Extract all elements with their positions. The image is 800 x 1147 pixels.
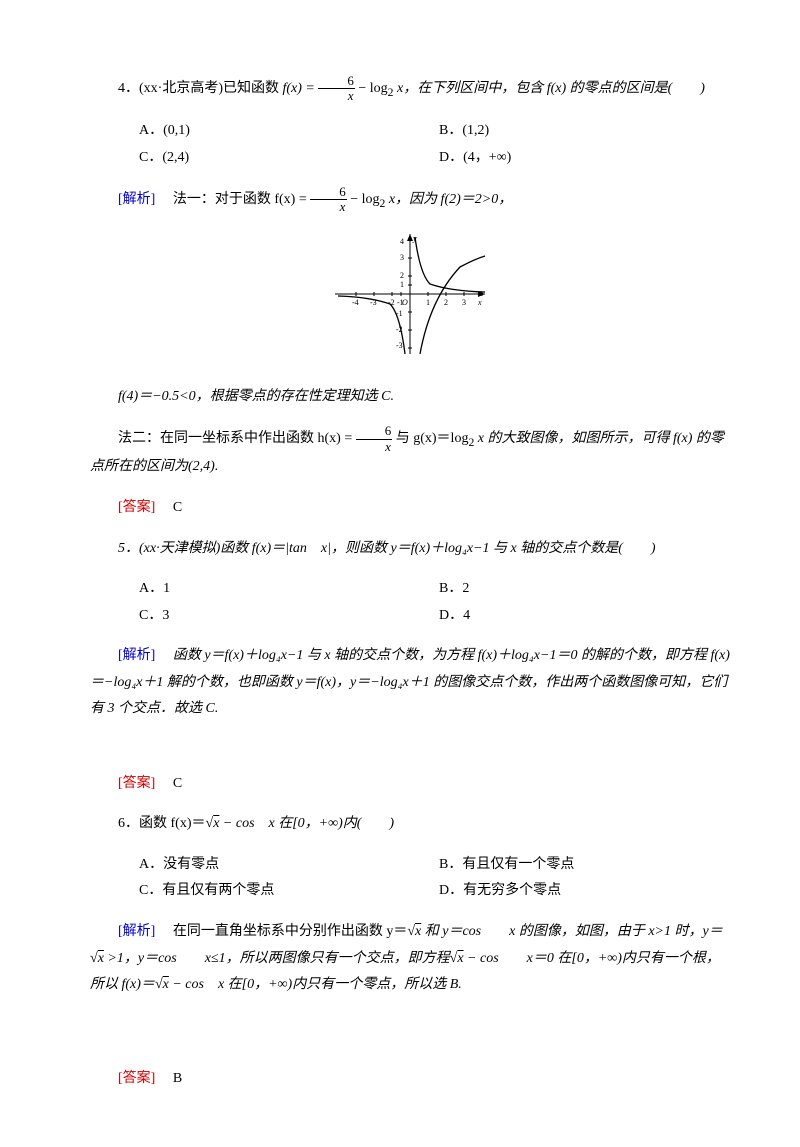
- q6-sqrt: x: [213, 816, 219, 831]
- q4-answer: [答案] C: [90, 495, 730, 522]
- q4-frac: 6 x: [318, 74, 355, 104]
- q4-frac-den: x: [318, 89, 355, 103]
- q6-stem: 6．函数 f(x)＝√x − cos x 在[0，+∞)内( ): [90, 811, 730, 838]
- q4-frac-num: 6: [318, 74, 355, 89]
- q4-opt-D: D．(4，+∞): [439, 145, 730, 172]
- analysis-label: [解析]: [118, 192, 155, 207]
- answer-label-6: [答案]: [118, 1071, 155, 1086]
- q4-options-row1: A．(0,1) B．(1,2): [90, 118, 730, 145]
- q4-opt-C: C．(2,4): [139, 145, 439, 172]
- q4-text-a: 4．(xx·北京高考)已知函数: [118, 81, 283, 96]
- q5-opt-A: A．1: [139, 576, 439, 603]
- q5-analysis: [解析] 函数 y＝f(x)＋log₄x−1 与 x 轴的交点个数，为方程 f(…: [90, 643, 730, 723]
- q6-te: − cos x 在[0，+∞)内只有一个零点，所以选 B.: [172, 977, 461, 992]
- q4-text-b: − log: [358, 81, 387, 96]
- blank3: [90, 1032, 730, 1052]
- answer-label-5: [答案]: [118, 776, 155, 791]
- svg-text:O: O: [402, 298, 408, 307]
- q4-graph: -4 -3 -2 -1 1 2 3 x 4 3 2 1 -1 -2 -3 y O: [90, 229, 730, 370]
- q6-options-row2: C．有且仅有两个零点 D．有无穷多个零点: [90, 878, 730, 905]
- q5-stem: 5．(xx·天津模拟)函数 f(x)＝|tan x|，则函数 y＝f(x)＋lo…: [90, 536, 730, 563]
- svg-text:1: 1: [426, 298, 430, 307]
- svg-text:x: x: [477, 298, 482, 307]
- q5-answer: [答案] C: [90, 771, 730, 798]
- svg-text:1: 1: [400, 280, 404, 289]
- q4-m1a: 法一：对于函数 f(x) =: [159, 192, 307, 207]
- analysis-label-6: [解析]: [118, 924, 155, 939]
- graph-svg: -4 -3 -2 -1 1 2 3 x 4 3 2 1 -1 -2 -3 y O: [330, 229, 490, 359]
- answer-label: [答案]: [118, 500, 155, 515]
- blank: [90, 737, 730, 757]
- q6-b: − cos x 在[0，+∞)内( ): [223, 816, 394, 831]
- q4-sub3: 2: [468, 436, 474, 449]
- svg-text:4: 4: [400, 237, 404, 246]
- svg-text:-3: -3: [396, 341, 403, 350]
- q4-frac2-den: x: [310, 200, 347, 214]
- q4-answer-text: C: [159, 500, 182, 515]
- q6-tc: >1，y＝cos x≤1，所以两图像只有一个交点，即方程: [107, 951, 449, 966]
- q4-frac3: 6 x: [356, 424, 393, 454]
- q5-analysis-text: 函数 y＝f(x)＋log₄x−1 与 x 轴的交点个数，为方程 f(x)＋lo…: [90, 648, 730, 716]
- q4-sub2: 2: [380, 197, 386, 210]
- q5-opt-B: B．2: [439, 576, 730, 603]
- exam-page: 4．(xx·北京高考)已知函数 f(x) = 6 x − log2 x，在下列区…: [0, 0, 800, 1147]
- svg-text:2: 2: [400, 271, 404, 280]
- q6-a: 6．函数 f(x)＝: [118, 816, 206, 831]
- q6-analysis: [解析] 在同一直角坐标系中分别作出函数 y＝√x 和 y＝cos x 的图像，…: [90, 919, 730, 999]
- q6-options-row1: A．没有零点 B．有且仅有一个零点: [90, 852, 730, 879]
- q6-answer-text: B: [159, 1071, 182, 1086]
- q5-answer-text: C: [159, 776, 182, 791]
- q4-opt-A: A．(0,1): [139, 118, 439, 145]
- q4-options-row2: C．(2,4) D．(4，+∞): [90, 145, 730, 172]
- q4-analysis-m3: 法二：在同一坐标系中作出函数 h(x) = 6 x 与 g(x)＝log2 x …: [90, 424, 730, 481]
- q4-analysis-m1: [解析] 法一：对于函数 f(x) = 6 x − log2 x，因为 f(2)…: [90, 185, 730, 215]
- q4-fx: f(x) =: [283, 81, 315, 96]
- q4-sub: 2: [388, 86, 394, 99]
- q6-opt-B: B．有且仅有一个零点: [439, 852, 730, 879]
- q5-options-row2: C．3 D．4: [90, 603, 730, 630]
- q4-frac2: 6 x: [310, 185, 347, 215]
- q4-m1c: x，因为 f(2)＝2>0，: [389, 192, 512, 207]
- q4-m3b: 与 g(x)＝log: [396, 431, 469, 446]
- svg-text:3: 3: [462, 298, 466, 307]
- q6-tb: 和 y＝cos x 的图像，如图，由于 x>1 时，y＝: [425, 924, 723, 939]
- q6-opt-D: D．有无穷多个零点: [439, 878, 730, 905]
- svg-text:3: 3: [400, 253, 404, 262]
- q4-m3a: 法二：在同一坐标系中作出函数 h(x) =: [118, 431, 352, 446]
- q6-ta: 在同一直角坐标系中分别作出函数 y＝: [159, 924, 408, 939]
- q6-answer: [答案] B: [90, 1066, 730, 1093]
- q4-frac3-den: x: [356, 440, 393, 454]
- q5-options-row1: A．1 B．2: [90, 576, 730, 603]
- q5-opt-D: D．4: [439, 603, 730, 630]
- svg-text:-4: -4: [352, 298, 359, 307]
- q5-opt-C: C．3: [139, 603, 439, 630]
- q6-opt-A: A．没有零点: [139, 852, 439, 879]
- blank2: [90, 1013, 730, 1033]
- q4-frac3-num: 6: [356, 424, 393, 439]
- q4-analysis-m2: f(4)＝−0.5<0，根据零点的存在性定理知选 C.: [90, 384, 730, 411]
- svg-text:2: 2: [444, 298, 448, 307]
- q4-frac2-num: 6: [310, 185, 347, 200]
- analysis-label-5: [解析]: [118, 648, 155, 663]
- q4-stem: 4．(xx·北京高考)已知函数 f(x) = 6 x − log2 x，在下列区…: [90, 74, 730, 104]
- q4-m1b: − log: [350, 192, 379, 207]
- q4-text-c: x，在下列区间中，包含 f(x) 的零点的区间是( ): [397, 81, 705, 96]
- q4-opt-B: B．(1,2): [439, 118, 730, 145]
- q6-opt-C: C．有且仅有两个零点: [139, 878, 439, 905]
